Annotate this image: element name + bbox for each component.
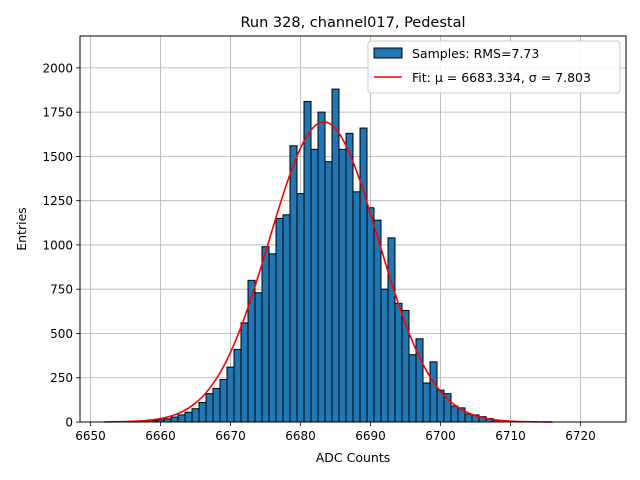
histogram-bars [128,88,501,423]
y-tick-label: 500 [50,327,73,341]
x-tick-label: 6670 [215,429,246,443]
histogram-bar [296,193,305,423]
x-tick-label: 6710 [495,429,526,443]
gaussian-fit-curve [104,121,553,423]
histogram-bar [212,387,221,423]
histogram-bar [261,246,270,423]
x-tick-label: 6680 [285,429,316,443]
histogram-bar [254,292,263,423]
histogram-bar [247,279,256,423]
x-axis-label: ADC Counts [316,450,391,465]
histogram-bar [226,366,235,423]
x-tick-label: 6720 [565,429,596,443]
histogram-bar [170,416,179,423]
legend-fit-label: Fit: μ = 6683.334, σ = 7.803 [412,70,591,85]
histogram-bar [429,361,438,423]
x-axis-ticks: 6650 6660 6670 6680 6690 6700 6710 6720 [75,422,596,443]
histogram-bar [219,379,228,423]
histogram-bar [198,402,207,423]
x-tick-label: 6650 [75,429,106,443]
x-tick-label: 6700 [425,429,456,443]
y-tick-label: 0 [65,416,73,430]
histogram-bar [184,411,193,423]
x-tick-label: 6690 [355,429,386,443]
y-tick-label: 1250 [42,194,73,208]
histogram-bar [240,322,249,423]
histogram-bar [359,127,368,423]
y-tick-label: 2000 [42,61,73,75]
histogram-bar [380,288,389,423]
histogram-bar [289,145,298,423]
histogram-bar [422,382,431,423]
chart-title: Run 328, channel017, Pedestal [240,15,465,31]
x-tick-label: 6660 [145,429,176,443]
y-tick-label: 1000 [42,238,73,252]
histogram-bar [401,309,410,423]
legend: Samples: RMS=7.73 Fit: μ = 6683.334, σ =… [367,40,621,94]
histogram-bar [324,161,333,423]
histogram-bar [303,101,312,423]
histogram-bar [177,414,186,423]
histogram-bar [331,88,340,423]
histogram-bar [317,111,326,423]
fit-layer [104,121,553,423]
legend-histogram-swatch [373,47,403,59]
histogram-bar [282,214,291,423]
histogram-bar [387,237,396,423]
histogram-bar [352,191,361,423]
histogram-bar [373,219,382,423]
histogram-bar [464,413,473,423]
y-axis-ticks: 0 250 500 750 1000 1250 1500 1750 2000 [42,61,80,430]
histogram-bar [205,393,214,423]
histogram-bar [345,132,354,423]
plot-frame [79,35,627,423]
y-tick-label: 1500 [42,150,73,164]
histogram-bar [275,217,284,423]
histogram-bar [366,207,375,423]
y-tick-label: 750 [50,283,73,297]
histogram-bar [310,148,319,423]
y-tick-label: 250 [50,371,73,385]
histogram-bar [268,253,277,423]
y-tick-label: 1750 [42,106,73,120]
legend-histogram-label: Samples: RMS=7.73 [412,46,539,61]
y-axis-label: Entries [14,207,29,251]
histogram-bar [233,348,242,423]
legend-box [367,40,621,94]
histogram-bar [338,148,347,423]
histogram-bar [191,408,200,423]
histogram-bar [450,405,459,423]
histogram-bar [408,354,417,423]
histogram-bar [394,302,403,423]
